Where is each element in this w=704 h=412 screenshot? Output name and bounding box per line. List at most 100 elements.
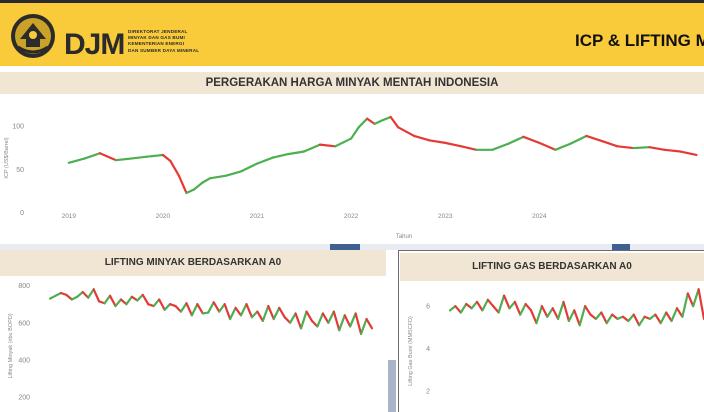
- icp-x-axis-label: Tahun: [396, 234, 412, 240]
- oil-line-segment: [343, 314, 352, 328]
- gas-line-segment: [535, 305, 543, 325]
- icp-x-tick-label: 2019: [62, 213, 77, 220]
- oil-y-axis-label: Lifting Minyak (ribu BOPD): [8, 313, 14, 378]
- org-line: MINYAK DAN GAS BUMI: [128, 35, 185, 41]
- oil-line-segment: [81, 290, 90, 299]
- gas-lifting-chart[interactable]: 2 4 6 Lifting Gas Bumi (MMSCFD): [400, 281, 704, 412]
- gas-line-segment: [638, 315, 646, 327]
- icp-line-segment: [239, 162, 259, 173]
- oil-line-segment: [179, 302, 188, 313]
- oil-line-segment: [365, 317, 374, 330]
- org-line: DIREKTORAT JENDERAL: [128, 29, 188, 34]
- oil-line-segment: [316, 312, 324, 328]
- oil-line-segment: [354, 312, 363, 336]
- gas-line-segment: [524, 302, 533, 312]
- icp-line-segment: [569, 134, 588, 145]
- icp-x-tick-label: 2021: [250, 213, 265, 220]
- icp-line-segment: [255, 156, 275, 165]
- oil-line-segment: [119, 298, 128, 306]
- icp-line-segment: [444, 141, 463, 148]
- oil-line-segment: [76, 290, 84, 298]
- oil-line-segment: [294, 312, 303, 330]
- oil-line-segment: [103, 294, 112, 305]
- icp-price-chart[interactable]: 0 50 100 2019 2020 2021 2022 2023 2024 ICP (US$/B…: [0, 94, 704, 244]
- divider-handle[interactable]: [612, 244, 630, 250]
- gas-y-axis-label: Lifting Gas Bumi (MMSCFD): [408, 316, 414, 386]
- icp-line-segment: [286, 150, 306, 156]
- oil-line-segment: [163, 303, 172, 311]
- gas-line-segment: [665, 311, 673, 323]
- gas-line-segment: [659, 311, 668, 325]
- icp-line-segment: [648, 146, 666, 151]
- icp-line-segment: [554, 142, 572, 151]
- gas-line-segment: [567, 309, 576, 323]
- gas-line-segment: [470, 300, 479, 310]
- djm-wordmark-logo: DJM: [64, 28, 125, 59]
- oil-panel-scrollbar[interactable]: [388, 360, 396, 412]
- gas-line-segment: [502, 294, 511, 310]
- oil-line-segment: [338, 314, 346, 332]
- gas-line-segment: [448, 305, 457, 312]
- oil-line-segment: [267, 304, 275, 321]
- oil-line-segment: [272, 306, 281, 321]
- oil-line-segment: [190, 303, 199, 317]
- divider-handle[interactable]: [330, 244, 360, 250]
- gas-line-segment: [686, 292, 695, 308]
- oil-line-segment: [234, 306, 243, 317]
- icp-line-segment: [185, 188, 196, 195]
- gas-line-segment: [589, 313, 598, 320]
- gas-line-segment: [562, 300, 570, 323]
- icp-line-segment: [679, 150, 698, 157]
- oil-y-tick-label: 800: [18, 283, 30, 290]
- icp-line-segment: [302, 143, 322, 153]
- oil-line-segment: [283, 316, 292, 324]
- oil-line-segment: [158, 298, 166, 311]
- icp-y-tick-label: 50: [16, 167, 24, 174]
- oil-line-segment: [250, 310, 259, 319]
- gas-line-segment: [578, 305, 587, 327]
- gas-line-segment: [519, 302, 527, 316]
- gas-line-segment: [675, 307, 684, 318]
- ministry-emblem-icon[interactable]: [10, 13, 56, 59]
- oil-line-segment: [152, 298, 161, 308]
- org-line: DAN SUMBER DAYA MINERAL: [128, 47, 200, 53]
- gas-line-segment: [492, 305, 500, 314]
- gas-line-segment: [551, 307, 560, 320]
- gas-line-segment: [481, 298, 489, 312]
- gas-line-segment: [529, 309, 538, 325]
- djm-wordmark-text: DJM: [64, 28, 124, 59]
- icp-x-tick-label: 2024: [532, 213, 547, 220]
- gas-line-segment: [648, 313, 657, 320]
- gas-line-segment: [594, 311, 603, 320]
- oil-line-segment: [87, 288, 95, 299]
- gas-y-tick-label: 2: [426, 388, 430, 395]
- oil-line-segment: [256, 310, 264, 323]
- oil-y-tick-label: 400: [18, 357, 30, 364]
- oil-line-segment: [229, 306, 237, 321]
- icp-y-axis-label: ICP (US$/Barrel): [4, 137, 10, 178]
- icp-line-segment: [413, 134, 431, 142]
- gas-line-segment: [692, 288, 700, 308]
- oil-lifting-chart[interactable]: 200 400 600 800 Lifting Minyak (ribu BOPD): [0, 276, 386, 412]
- oil-line-segment: [212, 301, 221, 313]
- icp-line-segment: [201, 177, 212, 184]
- oil-line-segment: [218, 303, 226, 313]
- gas-line-segment: [573, 309, 581, 327]
- gas-line-segment: [497, 294, 506, 314]
- oil-line-segment: [278, 306, 286, 319]
- icp-line-segment: [177, 174, 188, 195]
- oil-line-segment: [223, 303, 232, 321]
- gas-line-segment: [556, 300, 565, 320]
- icp-line-segment: [318, 143, 337, 148]
- oil-line-segment: [125, 295, 133, 306]
- oil-line-segment: [332, 310, 341, 332]
- icp-line-segment: [601, 140, 619, 148]
- icp-y-tick-label: 100: [12, 124, 24, 131]
- icp-line-segment: [130, 155, 149, 160]
- icp-line-segment: [507, 135, 525, 145]
- oil-line-segment: [321, 312, 330, 324]
- icp-line-segment: [271, 153, 290, 159]
- gas-line-segment: [465, 302, 473, 310]
- oil-line-segment: [92, 288, 101, 303]
- gas-line-segment: [621, 315, 630, 323]
